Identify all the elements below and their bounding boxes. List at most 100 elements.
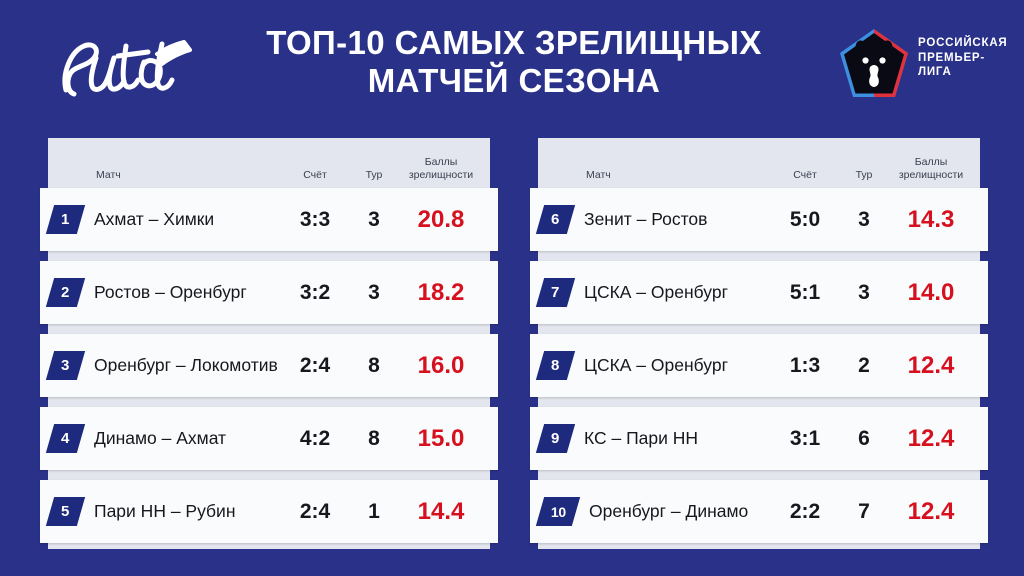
table-body-right: 6 Зенит – Ростов 5:0 3 14.3 7 ЦСКА – Оренбург 5… [530,188,988,543]
column-header-points: Баллы зрелищности [398,156,484,181]
rank-number: 3 [61,357,70,374]
rank-number: 2 [61,284,70,301]
page-title-line2: МАТЧЕЙ СЕЗОНА [367,62,661,99]
futbol-channel-logo [44,28,209,104]
rpl-text-line3: ЛИГА [918,66,952,78]
column-header-match: Матч [586,168,611,181]
points-cell: 14.4 [417,497,465,525]
rank-number: 8 [551,357,560,374]
table-row[interactable]: 8 ЦСКА – Оренбург 1:3 2 12.4 [530,334,988,397]
rank-badge: 9 [535,424,576,453]
rank-badge: 8 [535,351,576,380]
table-row[interactable]: 6 Зенит – Ростов 5:0 3 14.3 [530,188,988,251]
score-cell: 2:4 [299,353,331,377]
match-cell: 1 Ахмат – Химки [40,205,280,234]
column-header-points-line2: зрелищности [408,168,474,181]
bear-shield-icon [838,27,910,103]
match-name: Ростов – Оренбург [94,282,247,302]
match-cell: 5 Пари НН – Рубин [40,497,280,526]
rank-badge: 7 [535,278,576,307]
page-title: ТОП-10 САМЫХ ЗРЕЛИЩНЫХ МАТЧЕЙ СЕЗОНА [214,24,814,100]
rank-number: 1 [61,211,70,228]
round-cell: 8 [368,353,380,377]
table-row[interactable]: 1 Ахмат – Химки 3:3 3 20.8 [40,188,498,251]
match-cell: 6 Зенит – Ростов [530,205,770,234]
match-name: Пари НН – Рубин [94,501,236,521]
points-cell: 18.2 [417,278,465,306]
table-row[interactable]: 9 КС – Пари НН 3:1 6 12.4 [530,407,988,470]
rank-badge: 2 [45,278,86,307]
match-name: Оренбург – Динамо [589,501,749,521]
page-title-line1: ТОП-10 САМЫХ ЗРЕЛИЩНЫХ [266,24,762,61]
rank-badge: 5 [45,497,86,526]
match-cell: 8 ЦСКА – Оренбург [530,351,770,380]
points-cell: 14.3 [907,205,955,233]
match-name: Зенит – Ростов [584,209,708,229]
column-header-points-line1: Баллы [914,156,948,168]
column-header-score: Счёт [793,168,817,181]
table-row[interactable]: 4 Динамо – Ахмат 4:2 8 15.0 [40,407,498,470]
match-cell: 10 Оренбург – Динамо [530,497,770,526]
rank-badge: 10 [535,497,581,526]
round-cell: 7 [858,499,870,523]
points-cell: 20.8 [417,205,465,233]
rank-number: 7 [551,284,560,301]
score-cell: 3:1 [789,426,821,450]
ranking-table-left: Матч Счёт Тур Баллы зрелищности 1 Ахмат –… [40,138,498,549]
table-row[interactable]: 10 Оренбург – Динамо 2:2 7 12.4 [530,480,988,543]
column-header-match: Матч [96,168,121,181]
column-header-points-line1: Баллы [424,156,458,168]
match-cell: 4 Динамо – Ахмат [40,424,280,453]
rank-number: 5 [61,503,70,520]
table-header-row-left: Матч Счёт Тур Баллы зрелищности [48,138,490,188]
round-cell: 3 [858,280,870,304]
points-cell: 12.4 [907,424,955,452]
match-cell: 2 Ростов – Оренбург [40,278,280,307]
column-header-score: Счёт [303,168,327,181]
rank-badge: 4 [45,424,86,453]
table-row[interactable]: 5 Пари НН – Рубин 2:4 1 14.4 [40,480,498,543]
round-cell: 3 [368,280,380,304]
table-row[interactable]: 3 Оренбург – Локомотив 2:4 8 16.0 [40,334,498,397]
score-cell: 5:0 [789,207,821,231]
table-row[interactable]: 7 ЦСКА – Оренбург 5:1 3 14.0 [530,261,988,324]
round-cell: 6 [858,426,870,450]
rpl-text-line1: РОССИЙСКАЯ [918,37,1008,49]
points-cell: 12.4 [907,497,955,525]
match-cell: 9 КС – Пари НН [530,424,770,453]
points-cell: 14.0 [907,278,955,306]
points-cell: 16.0 [417,351,465,379]
rank-badge: 1 [45,205,86,234]
rank-number: 4 [61,430,70,447]
score-cell: 2:2 [789,499,821,523]
match-name: ЦСКА – Оренбург [584,282,728,302]
score-cell: 5:1 [789,280,821,304]
rank-number: 6 [551,211,560,228]
score-cell: 4:2 [299,426,331,450]
match-name: ЦСКА – Оренбург [584,355,728,375]
round-cell: 2 [858,353,870,377]
column-header-round: Тур [855,168,873,181]
score-cell: 1:3 [789,353,821,377]
rank-number: 10 [550,503,566,520]
match-name: Ахмат – Химки [94,209,215,229]
round-cell: 8 [368,426,380,450]
table-row[interactable]: 2 Ростов – Оренбург 3:2 3 18.2 [40,261,498,324]
column-header-points-line2: зрелищности [898,168,964,181]
points-cell: 15.0 [417,424,465,452]
round-cell: 3 [368,207,380,231]
table-header-row-right: Матч Счёт Тур Баллы зрелищности [538,138,980,188]
rpl-league-logo: РОССИЙСКАЯ ПРЕМЬЕР- ЛИГА [838,27,1008,103]
score-cell: 3:2 [299,280,331,304]
table-body-left: 1 Ахмат – Химки 3:3 3 20.8 2 Ростов – Оренбург… [40,188,498,543]
rpl-text-line2: ПРЕМЬЕР- [918,51,986,64]
match-cell: 7 ЦСКА – Оренбург [530,278,770,307]
points-cell: 12.4 [907,351,955,379]
page-header: ТОП-10 САМЫХ ЗРЕЛИЩНЫХ МАТЧЕЙ СЕЗОНА РОС… [0,0,1024,126]
ranking-table-right: Матч Счёт Тур Баллы зрелищности 6 Зенит –… [530,138,988,549]
rpl-logo-text: РОССИЙСКАЯ ПРЕМЬЕР- ЛИГА [918,36,1008,80]
match-name: Динамо – Ахмат [94,428,227,448]
match-name: Оренбург – Локомотив [94,355,278,375]
match-cell: 3 Оренбург – Локомотив [40,351,280,380]
rank-badge: 3 [45,351,86,380]
